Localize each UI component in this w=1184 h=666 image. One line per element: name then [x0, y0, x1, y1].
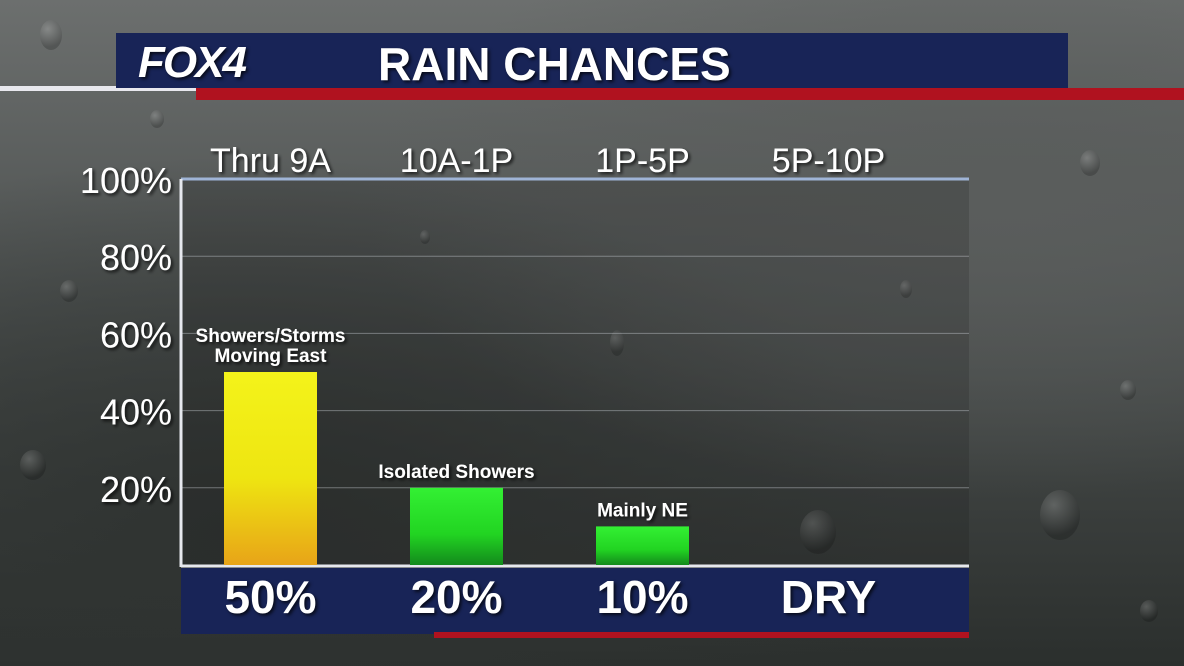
y-tick-label: 60% — [100, 314, 172, 355]
category-label: 5P-10P — [772, 142, 885, 180]
bar-annotation: Isolated Showers — [378, 462, 534, 483]
bar-annotation: Moving East — [215, 346, 328, 367]
value-label: 20% — [410, 571, 503, 623]
y-tick-label: 20% — [100, 469, 172, 510]
bar-annotation: Mainly NE — [597, 500, 688, 521]
bar-annotation: Showers/Storms — [196, 326, 346, 347]
value-label: DRY — [780, 571, 877, 623]
value-strip-underline — [434, 632, 969, 638]
header-underline-red — [196, 88, 1184, 100]
value-strip — [181, 568, 969, 634]
station-logo: FOX4 — [138, 38, 247, 87]
category-label: 10A-1P — [400, 142, 513, 180]
y-tick-label: 100% — [80, 160, 172, 201]
page-title: RAIN CHANCES — [378, 38, 731, 90]
y-tick-label: 40% — [100, 392, 172, 433]
header-bar — [116, 33, 1068, 88]
bar — [410, 487, 503, 565]
value-label: 10% — [596, 571, 689, 623]
bar — [224, 372, 317, 565]
header-underline-white — [0, 86, 210, 91]
bar — [596, 526, 689, 565]
value-label: 50% — [224, 571, 317, 623]
category-label: Thru 9A — [210, 142, 331, 180]
y-tick-label: 80% — [100, 237, 172, 278]
category-label: 1P-5P — [595, 142, 690, 180]
